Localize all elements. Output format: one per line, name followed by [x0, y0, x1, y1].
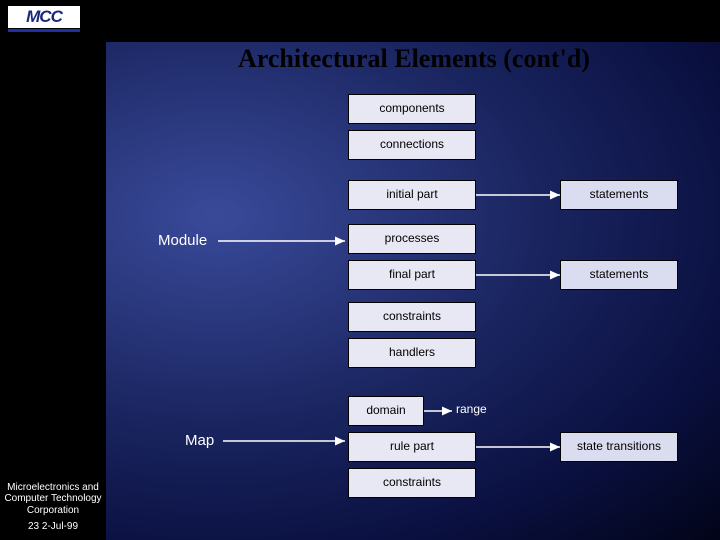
left-bar [0, 0, 106, 540]
footer-org: Microelectronics and Computer Technology… [0, 482, 106, 517]
footer-date: 23 2-Jul-99 [0, 521, 106, 532]
slide-title: Architectural Elements (cont'd) [118, 44, 710, 74]
node-rulepart: rule part [348, 432, 476, 462]
node-mconstraints: constraints [348, 468, 476, 498]
leaf-rulepart: state transitions [560, 432, 678, 462]
logo-underline [8, 29, 80, 32]
node-components: components [348, 94, 476, 124]
top-bar [0, 0, 720, 42]
node-handlers: handlers [348, 338, 476, 368]
node-processes: processes [348, 224, 476, 254]
leaf-final: statements [560, 260, 678, 290]
root-map: Map [185, 432, 214, 449]
node-connections: connections [348, 130, 476, 160]
logo: MCC [8, 6, 80, 28]
leaf-initial: statements [560, 180, 678, 210]
node-final: final part [348, 260, 476, 290]
node-initial: initial part [348, 180, 476, 210]
side-label-domain: range [456, 402, 487, 416]
root-module: Module [158, 232, 207, 249]
node-domain: domain [348, 396, 424, 426]
logo-text: MCC [26, 7, 62, 26]
node-constraints: constraints [348, 302, 476, 332]
